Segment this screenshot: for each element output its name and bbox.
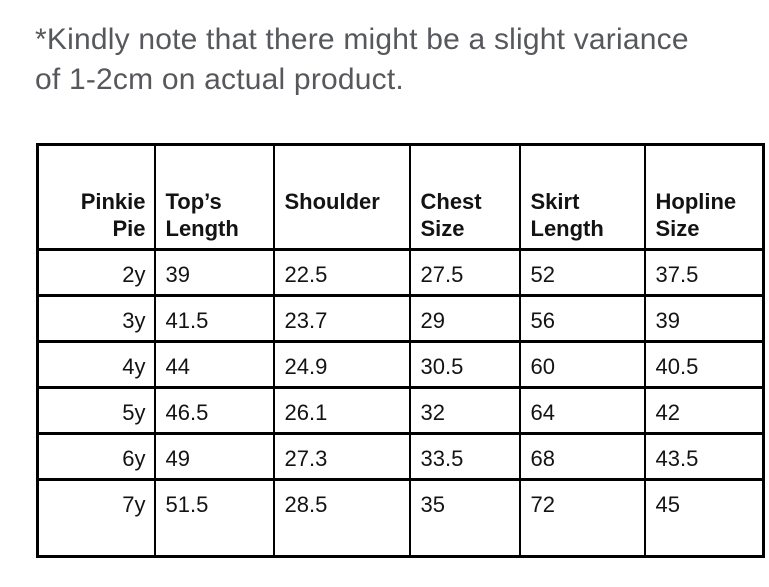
measurement-cell: 22.5 xyxy=(272,248,411,297)
header-row: Pinkie Pie Top’s Length Shoulder Chest Size… xyxy=(36,143,765,251)
size-table: Pinkie Pie Top’s Length Shoulder Chest Size… xyxy=(36,143,765,558)
measurement-cell: 26.1 xyxy=(272,386,411,435)
measurement-cell: 39 xyxy=(643,294,765,343)
column-header: Chest Size xyxy=(408,143,521,251)
measurement-cell: 33.5 xyxy=(408,432,521,481)
column-header: Top’s Length xyxy=(153,143,275,251)
measurement-cell: 40.5 xyxy=(643,340,765,389)
measurement-cell: 56 xyxy=(518,294,646,343)
measurement-cell: 27.5 xyxy=(408,248,521,297)
measurement-cell: 52 xyxy=(518,248,646,297)
size-cell: 7y xyxy=(36,478,156,558)
measurement-cell: 27.3 xyxy=(272,432,411,481)
table-row: 4y 44 24.9 30.5 60 40.5 xyxy=(36,340,765,389)
measurement-cell: 32 xyxy=(408,386,521,435)
table-row: 6y 49 27.3 33.5 68 43.5 xyxy=(36,432,765,481)
measurement-cell: 28.5 xyxy=(272,478,411,558)
size-cell: 2y xyxy=(36,248,156,297)
measurement-cell: 64 xyxy=(518,386,646,435)
measurement-cell: 35 xyxy=(408,478,521,558)
measurement-cell: 72 xyxy=(518,478,646,558)
measurement-cell: 24.9 xyxy=(272,340,411,389)
column-header: Pinkie Pie xyxy=(36,143,156,251)
table-row: 3y 41.5 23.7 29 56 39 xyxy=(36,294,765,343)
table-row: 5y 46.5 26.1 32 64 42 xyxy=(36,386,765,435)
column-header: Skirt Length xyxy=(518,143,646,251)
measurement-cell: 51.5 xyxy=(153,478,275,558)
table-row: 2y 39 22.5 27.5 52 37.5 xyxy=(36,248,765,297)
size-cell: 4y xyxy=(36,340,156,389)
size-cell: 5y xyxy=(36,386,156,435)
measurement-cell: 23.7 xyxy=(272,294,411,343)
measurement-cell: 60 xyxy=(518,340,646,389)
measurement-cell: 45 xyxy=(643,478,765,558)
measurement-cell: 46.5 xyxy=(153,386,275,435)
measurement-cell: 41.5 xyxy=(153,294,275,343)
variance-note: *Kindly note that there might be a sligh… xyxy=(35,23,689,96)
column-header: Shoulder xyxy=(272,143,411,251)
measurement-cell: 49 xyxy=(153,432,275,481)
size-cell: 3y xyxy=(36,294,156,343)
measurement-cell: 30.5 xyxy=(408,340,521,389)
measurement-cell: 29 xyxy=(408,294,521,343)
measurement-cell: 44 xyxy=(153,340,275,389)
size-table-body: 2y 39 22.5 27.5 52 37.5 3y 41.5 23.7 29 56 39 4y 44 24… xyxy=(36,248,765,558)
measurement-cell: 37.5 xyxy=(643,248,765,297)
measurement-cell: 42 xyxy=(643,386,765,435)
measurement-cell: 39 xyxy=(153,248,275,297)
column-header: Hopline Size xyxy=(643,143,765,251)
table-row: 7y 51.5 28.5 35 72 45 xyxy=(36,478,765,558)
size-table-header: Pinkie Pie Top’s Length Shoulder Chest Size… xyxy=(36,143,765,251)
measurement-cell: 43.5 xyxy=(643,432,765,481)
size-cell: 6y xyxy=(36,432,156,481)
measurement-cell: 68 xyxy=(518,432,646,481)
